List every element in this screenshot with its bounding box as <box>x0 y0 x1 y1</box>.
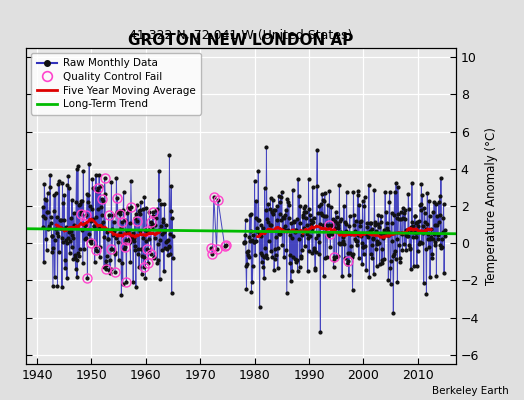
Text: Berkeley Earth: Berkeley Earth <box>432 386 508 396</box>
Title: GROTON NEW LONDON AP: GROTON NEW LONDON AP <box>128 33 354 48</box>
Y-axis label: Temperature Anomaly (°C): Temperature Anomaly (°C) <box>485 127 498 285</box>
Text: 41.322 N, 72.041 W (United States): 41.322 N, 72.041 W (United States) <box>129 29 353 42</box>
Legend: Raw Monthly Data, Quality Control Fail, Five Year Moving Average, Long-Term Tren: Raw Monthly Data, Quality Control Fail, … <box>31 53 201 114</box>
